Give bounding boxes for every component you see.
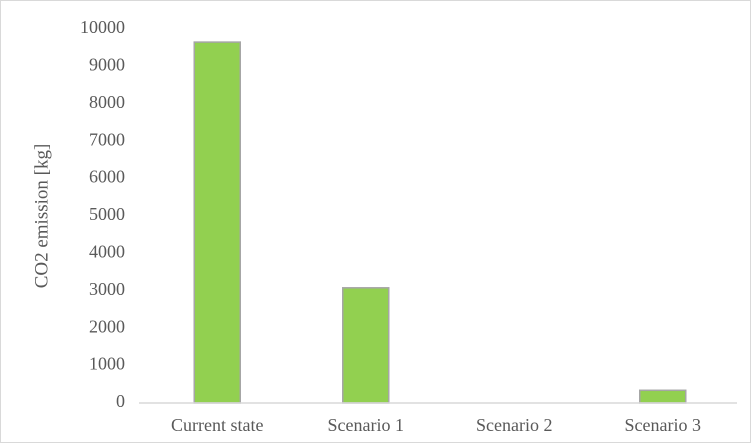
y-tick-label: 0 — [116, 391, 125, 411]
x-axis-ticks: Current state Scenario 1 Scenario 2 Scenari… — [171, 415, 701, 435]
y-tick-label: 9000 — [89, 55, 125, 75]
y-tick-label: 10000 — [80, 17, 125, 37]
y-axis-ticks: 0 1000 2000 3000 4000 5000 6000 7000 8000 9000 100… — [80, 17, 125, 411]
bar-current-state — [193, 41, 241, 404]
bar-scenario-3 — [639, 389, 687, 404]
y-tick-label: 2000 — [89, 316, 125, 336]
x-tick-label: Scenario 3 — [625, 415, 701, 435]
y-tick-label: 5000 — [89, 204, 125, 224]
y-tick-label: 4000 — [89, 242, 125, 262]
y-axis-title-group: CO2 emission [kg] — [31, 144, 52, 289]
x-tick-label: Scenario 2 — [476, 415, 552, 435]
y-axis-title: CO2 emission [kg] — [31, 144, 52, 289]
y-tick-label: 1000 — [89, 354, 125, 374]
y-tick-label: 7000 — [89, 129, 125, 149]
y-tick-label: 3000 — [89, 279, 125, 299]
x-tick-label: Scenario 1 — [328, 415, 404, 435]
y-tick-label: 6000 — [89, 167, 125, 187]
x-tick-label: Current state — [171, 415, 263, 435]
bars — [193, 41, 687, 404]
bar-scenario-1 — [342, 287, 390, 404]
y-tick-label: 8000 — [89, 92, 125, 112]
